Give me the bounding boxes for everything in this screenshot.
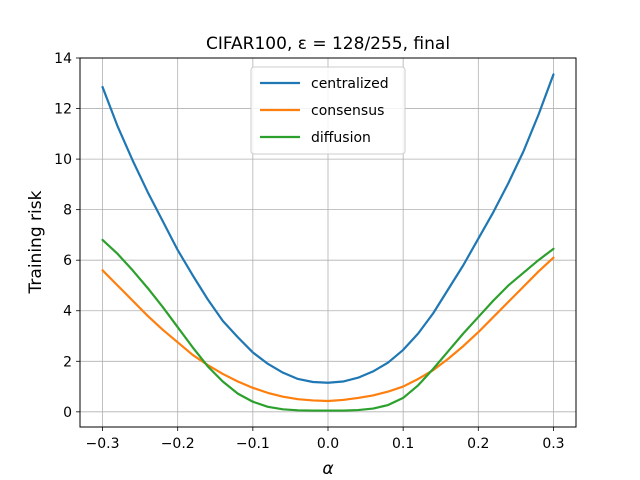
- axis-ticks: −0.3 −0.2 −0.1 0.0 0.1 0.2 0.3 0 2 4 6 8 10 12 14: [54, 51, 564, 452]
- x-tick-label: 0.2: [467, 436, 489, 452]
- y-axis-label: Training risk: [26, 190, 46, 294]
- y-tick-label: 14: [54, 51, 72, 67]
- series-line-consensus: [101, 256, 555, 403]
- y-tick-label: 0: [63, 405, 72, 421]
- x-tick-label: 0.0: [317, 436, 339, 452]
- x-tick-label: 0.1: [392, 436, 414, 452]
- legend: centralized consensus diffusion: [250, 66, 406, 155]
- legend-label-consensus: consensus: [311, 103, 384, 119]
- x-tick-label: −0.3: [86, 436, 120, 452]
- x-axis-label: α: [322, 459, 333, 479]
- series-lines: [101, 73, 555, 412]
- y-tick-label: 10: [54, 152, 72, 168]
- chart-title: CIFAR100, ε = 128/255, final: [206, 34, 450, 54]
- x-tick-label: −0.2: [161, 436, 195, 452]
- y-tick-label: 12: [54, 102, 72, 118]
- series-line-diffusion: [101, 238, 555, 412]
- x-tick-label: 0.3: [542, 436, 564, 452]
- legend-label-diffusion: diffusion: [311, 130, 371, 146]
- legend-label-centralized: centralized: [311, 76, 389, 92]
- y-tick-label: 2: [63, 354, 72, 370]
- legend-box: [250, 66, 406, 155]
- y-tick-label: 6: [63, 253, 72, 269]
- x-tick-label: −0.1: [236, 436, 270, 452]
- y-tick-label: 4: [63, 304, 72, 320]
- series-line-centralized: [101, 73, 555, 384]
- y-tick-label: 8: [63, 203, 72, 219]
